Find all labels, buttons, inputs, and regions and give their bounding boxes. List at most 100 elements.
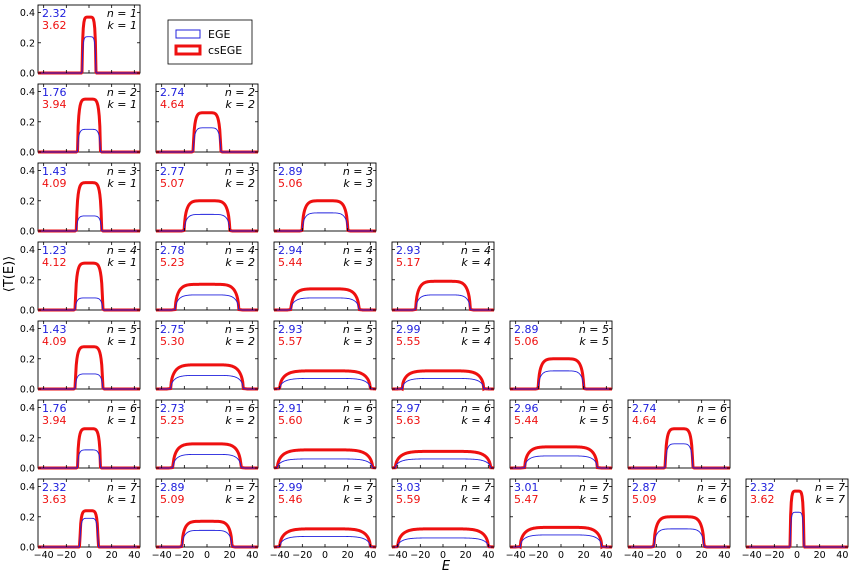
- n-label: n = 7: [697, 481, 727, 494]
- panel-frame: [273, 241, 377, 311]
- x-tick-label: 40: [128, 550, 140, 561]
- csege-value-label: 5.09: [632, 493, 657, 506]
- panel-frame: [155, 241, 259, 311]
- csege-value-label: 5.17: [396, 256, 421, 269]
- panel-n2-k1: 0.0 0.2 0.4 1.763.94 n = 2k = 1: [20, 83, 141, 159]
- x-axis-label: E: [442, 559, 451, 574]
- legend-swatch-csege: [174, 44, 202, 56]
- k-label: k = 2: [225, 177, 255, 190]
- k-label: k = 1: [107, 335, 137, 348]
- n-label: n = 7: [225, 481, 255, 494]
- k-label: k = 2: [225, 414, 255, 427]
- csege-value-label: 5.30: [160, 335, 185, 348]
- k-label: k = 1: [107, 19, 137, 32]
- legend-label-csege: csEGE: [208, 44, 242, 57]
- y-axis-label: ⟨T(E)⟩: [2, 256, 17, 292]
- ege-value-label: 2.73: [160, 402, 185, 415]
- n-label: n = 5: [343, 323, 373, 336]
- x-tick-label: 20: [224, 550, 236, 561]
- ege-curve: [510, 534, 612, 548]
- n-label: n = 4: [107, 244, 137, 257]
- panel-frame: [273, 478, 377, 548]
- panel-frame: [391, 478, 495, 548]
- csege-curve: [510, 525, 612, 550]
- n-label: n = 2: [107, 86, 137, 99]
- ege-value-label: 2.99: [396, 323, 421, 336]
- y-tick-label: 0.4: [20, 403, 35, 414]
- panel-frame: [627, 399, 731, 469]
- ege-value-label: 2.74: [632, 402, 657, 415]
- ege-curve: [156, 374, 258, 390]
- legend-label-ege: EGE: [208, 28, 230, 41]
- ege-curve: [391, 537, 495, 548]
- csege-curve: [156, 363, 258, 391]
- x-tick-label: −40: [506, 550, 526, 561]
- csege-curve: [273, 448, 377, 470]
- panel-n5-k5: 2.895.06 n = 5k = 5: [509, 320, 613, 391]
- n-label: n = 3: [343, 165, 373, 178]
- k-label: k = 2: [225, 98, 255, 111]
- y-tick-label: 0.0: [20, 148, 35, 159]
- panel-n4-k2: 2.785.23 n = 4k = 2: [155, 241, 259, 312]
- ege-curve: [156, 127, 258, 153]
- ege-value-label: 2.74: [160, 86, 185, 99]
- ege-value-label: 1.76: [42, 86, 67, 99]
- ege-value-label: 1.76: [42, 402, 67, 415]
- k-label: k = 3: [343, 335, 373, 348]
- ege-value-label: 2.93: [396, 244, 421, 257]
- k-label: k = 6: [697, 493, 727, 506]
- y-tick-label: 0.2: [20, 117, 35, 128]
- ege-value-label: 1.43: [42, 323, 67, 336]
- x-tick-label: 0: [440, 550, 446, 561]
- k-label: k = 1: [107, 493, 137, 506]
- csege-value-label: 3.62: [750, 493, 775, 506]
- panel-frame: [37, 83, 141, 153]
- ege-curve: [38, 36, 140, 74]
- csege-value-label: 5.25: [160, 414, 185, 427]
- x-tick-label: −20: [292, 550, 312, 561]
- n-label: n = 7: [461, 481, 491, 494]
- k-label: k = 3: [343, 414, 373, 427]
- k-label: k = 4: [461, 414, 491, 427]
- panel-n5-k2: 2.755.30 n = 5k = 2: [155, 320, 259, 391]
- n-label: n = 7: [579, 481, 609, 494]
- x-tick-label: 40: [364, 550, 376, 561]
- x-tick-label: 40: [836, 550, 848, 561]
- k-label: k = 1: [107, 256, 137, 269]
- k-label: k = 4: [461, 256, 491, 269]
- ege-curve: [273, 377, 377, 390]
- y-tick-label: 0.0: [20, 464, 35, 475]
- csege-value-label: 5.09: [160, 493, 185, 506]
- ege-curve: [392, 377, 494, 390]
- ege-value-label: 2.32: [750, 481, 775, 494]
- ege-curve: [391, 458, 495, 469]
- y-tick-label: 0.4: [20, 245, 35, 256]
- k-label: k = 1: [107, 414, 137, 427]
- x-tick-label: 40: [246, 550, 258, 561]
- panel-n7-k1: 0.0 0.2 0.4 −40 −20 0 20 40 2.323.63 n = 7k = 1: [20, 478, 141, 561]
- ege-curve: [38, 449, 140, 469]
- ege-curve: [38, 297, 140, 311]
- csege-value-label: 4.64: [632, 414, 657, 427]
- ege-curve: [510, 370, 612, 390]
- n-label: n = 4: [225, 244, 255, 257]
- k-label: k = 5: [579, 335, 609, 348]
- csege-value-label: 4.64: [160, 98, 185, 111]
- y-tick-label: 0.0: [20, 69, 35, 80]
- x-tick-label: 0: [558, 550, 564, 561]
- ege-value-label: 2.93: [278, 323, 303, 336]
- csege-value-label: 5.06: [278, 177, 303, 190]
- subplot-grid: 0.00.20.4 2.323.62n = 1k = 10.00.20.4 1.76…: [20, 4, 849, 561]
- ege-value-label: 2.89: [514, 323, 539, 336]
- panel-frame: [509, 320, 613, 390]
- panel-frame: [627, 478, 731, 548]
- k-label: k = 2: [225, 256, 255, 269]
- panel-frame: [155, 162, 259, 232]
- x-tick-label: −20: [174, 550, 194, 561]
- ege-curve: [38, 517, 140, 548]
- ege-curve: [38, 215, 140, 232]
- ege-value-label: 1.23: [42, 244, 67, 257]
- x-tick-label: −20: [528, 550, 548, 561]
- y-tick-label: 0.4: [20, 324, 35, 335]
- ege-curve: [38, 128, 140, 153]
